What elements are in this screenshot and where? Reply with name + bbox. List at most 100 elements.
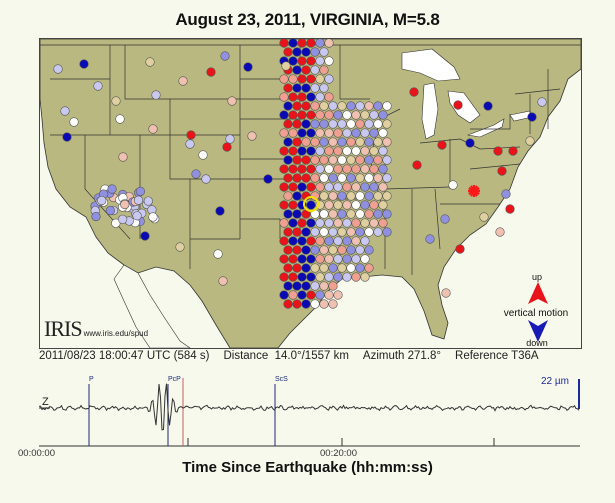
station-dot[interactable] <box>378 128 388 138</box>
iris-url[interactable]: www.iris.edu/spud <box>83 329 149 338</box>
station-dot[interactable] <box>425 234 435 244</box>
station-dot[interactable] <box>360 272 370 282</box>
station-dot[interactable] <box>483 101 493 111</box>
station-dot[interactable] <box>373 155 383 165</box>
station-dot[interactable] <box>369 164 379 174</box>
station-dot[interactable] <box>324 74 334 84</box>
station-dot[interactable] <box>60 106 70 116</box>
station-dot[interactable] <box>319 227 329 237</box>
station-dot[interactable] <box>378 200 388 210</box>
station-dot[interactable] <box>306 200 316 210</box>
station-dot[interactable] <box>337 101 347 111</box>
station-dot[interactable] <box>342 110 352 120</box>
station-dot[interactable] <box>369 146 379 156</box>
station-dot[interactable] <box>328 209 338 219</box>
station-dot[interactable] <box>364 155 374 165</box>
station-dot[interactable] <box>373 173 383 183</box>
station-dot[interactable] <box>328 119 338 129</box>
station-dot[interactable] <box>292 245 302 255</box>
station-dot[interactable] <box>319 137 329 147</box>
station-dot[interactable] <box>292 83 302 93</box>
station-dot[interactable] <box>288 39 298 48</box>
station-dot[interactable] <box>342 146 352 156</box>
station-dot[interactable] <box>143 196 153 206</box>
station-dot[interactable] <box>310 281 320 291</box>
station-dot[interactable] <box>319 245 329 255</box>
station-dot[interactable] <box>62 132 72 142</box>
station-dot[interactable] <box>328 227 338 237</box>
station-dot[interactable] <box>315 254 325 264</box>
station-dot[interactable] <box>301 47 311 57</box>
station-dot[interactable] <box>364 209 374 219</box>
station-dot[interactable] <box>412 160 422 170</box>
station-dot[interactable] <box>453 100 463 110</box>
station-dot[interactable] <box>508 146 518 156</box>
station-dot[interactable] <box>306 236 316 246</box>
station-dot[interactable] <box>292 137 302 147</box>
station-dot[interactable] <box>319 155 329 165</box>
station-dot[interactable] <box>105 205 115 216</box>
station-dot[interactable] <box>118 214 128 224</box>
station-dot[interactable] <box>373 101 383 111</box>
station-dot[interactable] <box>93 81 103 91</box>
station-dot[interactable] <box>333 128 343 138</box>
station-dot[interactable] <box>310 173 320 183</box>
station-dot[interactable] <box>220 51 230 61</box>
station-dot[interactable] <box>319 263 329 273</box>
station-dot[interactable] <box>315 39 325 48</box>
station-dot[interactable] <box>382 119 392 129</box>
station-dot[interactable] <box>301 227 311 237</box>
station-dot[interactable] <box>337 155 347 165</box>
station-dot[interactable] <box>91 211 101 222</box>
station-dot[interactable] <box>315 146 325 156</box>
station-dot[interactable] <box>301 299 311 309</box>
station-dot[interactable] <box>346 191 356 201</box>
station-dot[interactable] <box>324 92 334 102</box>
station-dot[interactable] <box>297 218 307 228</box>
station-dot[interactable] <box>310 119 320 129</box>
station-dot[interactable] <box>310 263 320 273</box>
station-dot[interactable] <box>493 146 503 156</box>
station-dot[interactable] <box>369 110 379 120</box>
station-dot[interactable] <box>437 140 447 150</box>
station-dot[interactable] <box>69 117 79 127</box>
station-dot[interactable] <box>351 128 361 138</box>
station-dot[interactable] <box>537 97 547 107</box>
station-dot[interactable] <box>337 137 347 147</box>
station-dot[interactable] <box>310 137 320 147</box>
station-dot[interactable] <box>301 173 311 183</box>
station-dot[interactable] <box>324 164 334 174</box>
station-dot[interactable] <box>382 137 392 147</box>
station-dot[interactable] <box>306 128 316 138</box>
station-dot[interactable] <box>279 92 289 102</box>
station-dot[interactable] <box>337 263 347 273</box>
station-dot[interactable] <box>288 56 298 66</box>
station-dot[interactable] <box>306 164 316 174</box>
station-dot[interactable] <box>319 119 329 129</box>
station-dot[interactable] <box>342 254 352 264</box>
station-dot[interactable] <box>355 227 365 237</box>
station-dot[interactable] <box>186 130 196 140</box>
station-dot[interactable] <box>279 146 289 156</box>
station-dot[interactable] <box>355 173 365 183</box>
station-dot[interactable] <box>288 92 298 102</box>
station-dot[interactable] <box>297 74 307 84</box>
station-dot[interactable] <box>328 155 338 165</box>
station-dot[interactable] <box>382 155 392 165</box>
station-dot[interactable] <box>360 128 370 138</box>
station-dot[interactable] <box>382 227 392 237</box>
station-dot[interactable] <box>247 131 257 141</box>
station-dot[interactable] <box>360 182 370 192</box>
station-dot[interactable] <box>328 281 338 291</box>
station-dot[interactable] <box>118 152 128 162</box>
station-dot[interactable] <box>333 146 343 156</box>
station-dot[interactable] <box>337 209 347 219</box>
station-dot[interactable] <box>448 180 458 190</box>
station-dot[interactable] <box>319 83 329 93</box>
station-dot[interactable] <box>283 173 293 183</box>
station-dot[interactable] <box>328 173 338 183</box>
station-dot[interactable] <box>297 56 307 66</box>
station-dot[interactable] <box>107 184 117 194</box>
station-dot[interactable] <box>315 164 325 174</box>
station-dot[interactable] <box>324 182 334 192</box>
